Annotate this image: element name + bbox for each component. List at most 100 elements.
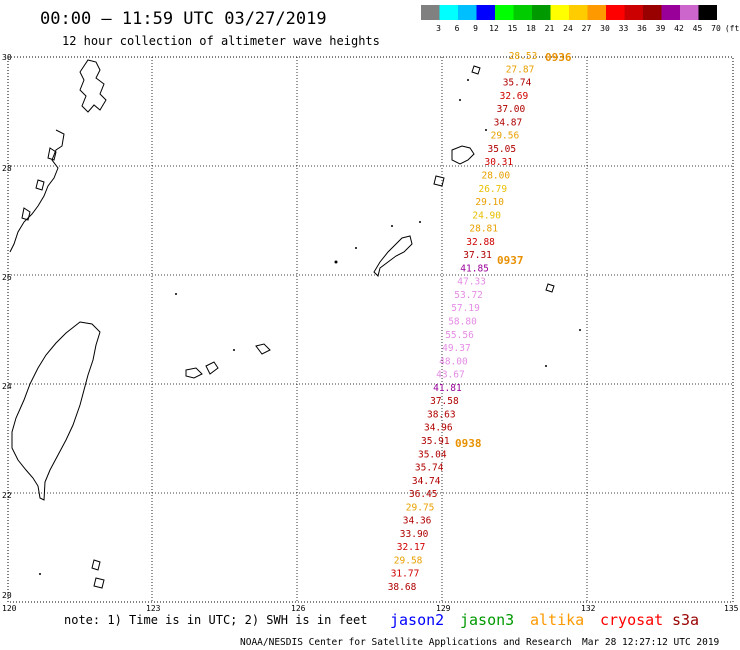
pass-time-label: 0938	[455, 437, 482, 450]
color-swatch	[643, 5, 662, 20]
swh-value: 41.85	[460, 263, 489, 274]
swh-value: 29.75	[406, 502, 435, 513]
color-swatch	[606, 5, 625, 20]
swh-value: 53.72	[454, 290, 483, 301]
swh-value: 49.37	[442, 343, 471, 354]
swh-value: 32.88	[466, 237, 495, 248]
color-swatch	[569, 5, 588, 20]
credit-text: NOAA/NESDIS Center for Satellite Applica…	[240, 637, 572, 648]
color-scale-label: 30	[600, 24, 610, 33]
swh-value: 28.00	[481, 171, 510, 182]
lon-label: 132	[581, 604, 596, 613]
satellite-legend: jason2 jason3 altika cryosat s3a	[390, 611, 699, 629]
color-scale-label: 27	[582, 24, 592, 33]
swh-value: 57.19	[451, 303, 480, 314]
color-swatch	[513, 5, 532, 20]
generated-timestamp: Mar 28 12:27:12 UTC 2019	[582, 637, 720, 648]
map-frame	[7, 56, 734, 603]
swh-value: 55.56	[445, 330, 474, 341]
swh-value: 34.87	[494, 117, 523, 128]
lon-label: 129	[436, 604, 451, 613]
swh-value: 34.96	[424, 423, 453, 434]
swh-value: 27.87	[506, 64, 535, 75]
color-scale-label: 70	[711, 24, 721, 33]
swh-value: 28.81	[469, 224, 498, 235]
japan-coast-west	[9, 129, 65, 253]
color-swatch	[550, 5, 569, 20]
swh-value: 37.58	[430, 396, 459, 407]
okinawa-island	[373, 235, 413, 277]
small-islands	[39, 79, 581, 575]
color-scale-label: 12	[489, 24, 499, 33]
swh-value: 41.81	[433, 383, 462, 394]
map-subtitle: 12 hour collection of altimeter wave hei…	[62, 34, 380, 48]
swh-value: 37.00	[497, 104, 526, 115]
swh-value: 37.31	[463, 250, 492, 261]
swh-value: 36.45	[409, 489, 438, 500]
color-swatch	[698, 5, 717, 20]
lat-label: 24	[2, 382, 12, 391]
swh-value: 35.74	[503, 78, 532, 89]
swh-value: 29.58	[394, 556, 423, 567]
lat-label: 28	[2, 164, 12, 173]
swh-value: 31.77	[391, 569, 420, 580]
swh-value: 30.31	[484, 157, 513, 168]
color-scale-label: 33	[619, 24, 629, 33]
color-swatch	[421, 5, 440, 20]
color-scale-label: 6	[455, 24, 460, 33]
swh-value: 35.04	[418, 449, 447, 460]
miyako-island	[255, 343, 271, 355]
swh-value: 35.74	[415, 463, 444, 474]
color-swatch	[458, 5, 477, 20]
color-scale-label: 36	[637, 24, 647, 33]
swh-value: 32.69	[500, 91, 529, 102]
color-scale-label: 9	[473, 24, 478, 33]
japan-island	[47, 147, 57, 161]
longitude-labels: 120 123 126 129 132 135	[2, 604, 739, 613]
color-swatch	[495, 5, 514, 20]
amami-island	[451, 145, 475, 165]
lat-label: 20	[2, 591, 12, 600]
swh-value: 33.90	[400, 529, 429, 540]
lon-label: 123	[146, 604, 161, 613]
color-scale-label: 39	[656, 24, 666, 33]
color-scale-label: 3	[436, 24, 441, 33]
color-swatch	[439, 5, 458, 20]
lon-label: 126	[291, 604, 306, 613]
swh-value: 32.17	[397, 542, 426, 553]
swh-value: 29.56	[491, 131, 520, 142]
pass-time-label: 0937	[497, 254, 524, 267]
lat-label: 26	[2, 273, 12, 282]
color-swatch	[587, 5, 606, 20]
swh-track: 28.53 27.87 35.74 32.69 37.00 34.87 29.56 35.05…	[388, 51, 538, 593]
color-scale-label: 45	[693, 24, 703, 33]
satellite-label-cryosat: cryosat	[600, 611, 663, 629]
map-title: 00:00 – 11:59 UTC 03/27/2019	[40, 9, 327, 29]
satellite-label-s3a: s3a	[672, 611, 699, 629]
batanes-island	[93, 577, 105, 589]
swh-value: 28.53	[509, 51, 538, 62]
swh-value: 35.05	[487, 144, 516, 155]
ryukyu-island	[433, 175, 445, 187]
japan-island	[21, 207, 31, 221]
daito-island	[545, 283, 555, 293]
kyushu-coastline	[79, 59, 107, 113]
swh-value: 58.80	[448, 317, 477, 328]
graticule	[8, 57, 733, 602]
pass-time-label: 0936	[545, 51, 572, 64]
swh-value: 38.63	[427, 409, 456, 420]
satellite-label-jason2: jason2	[390, 611, 444, 629]
coastlines	[9, 59, 555, 589]
color-scale-label: 18	[526, 24, 536, 33]
ryukyu-island	[471, 65, 481, 75]
color-scale-label: 24	[563, 24, 573, 33]
color-scale-label: 42	[674, 24, 684, 33]
swh-value: 29.10	[475, 197, 504, 208]
satellite-label-altika: altika	[530, 611, 584, 629]
color-swatch	[476, 5, 495, 20]
swh-value: 48.00	[439, 356, 468, 367]
footer-note: note: 1) Time is in UTC; 2) SWH is in fe…	[64, 613, 367, 627]
color-swatch	[680, 5, 699, 20]
